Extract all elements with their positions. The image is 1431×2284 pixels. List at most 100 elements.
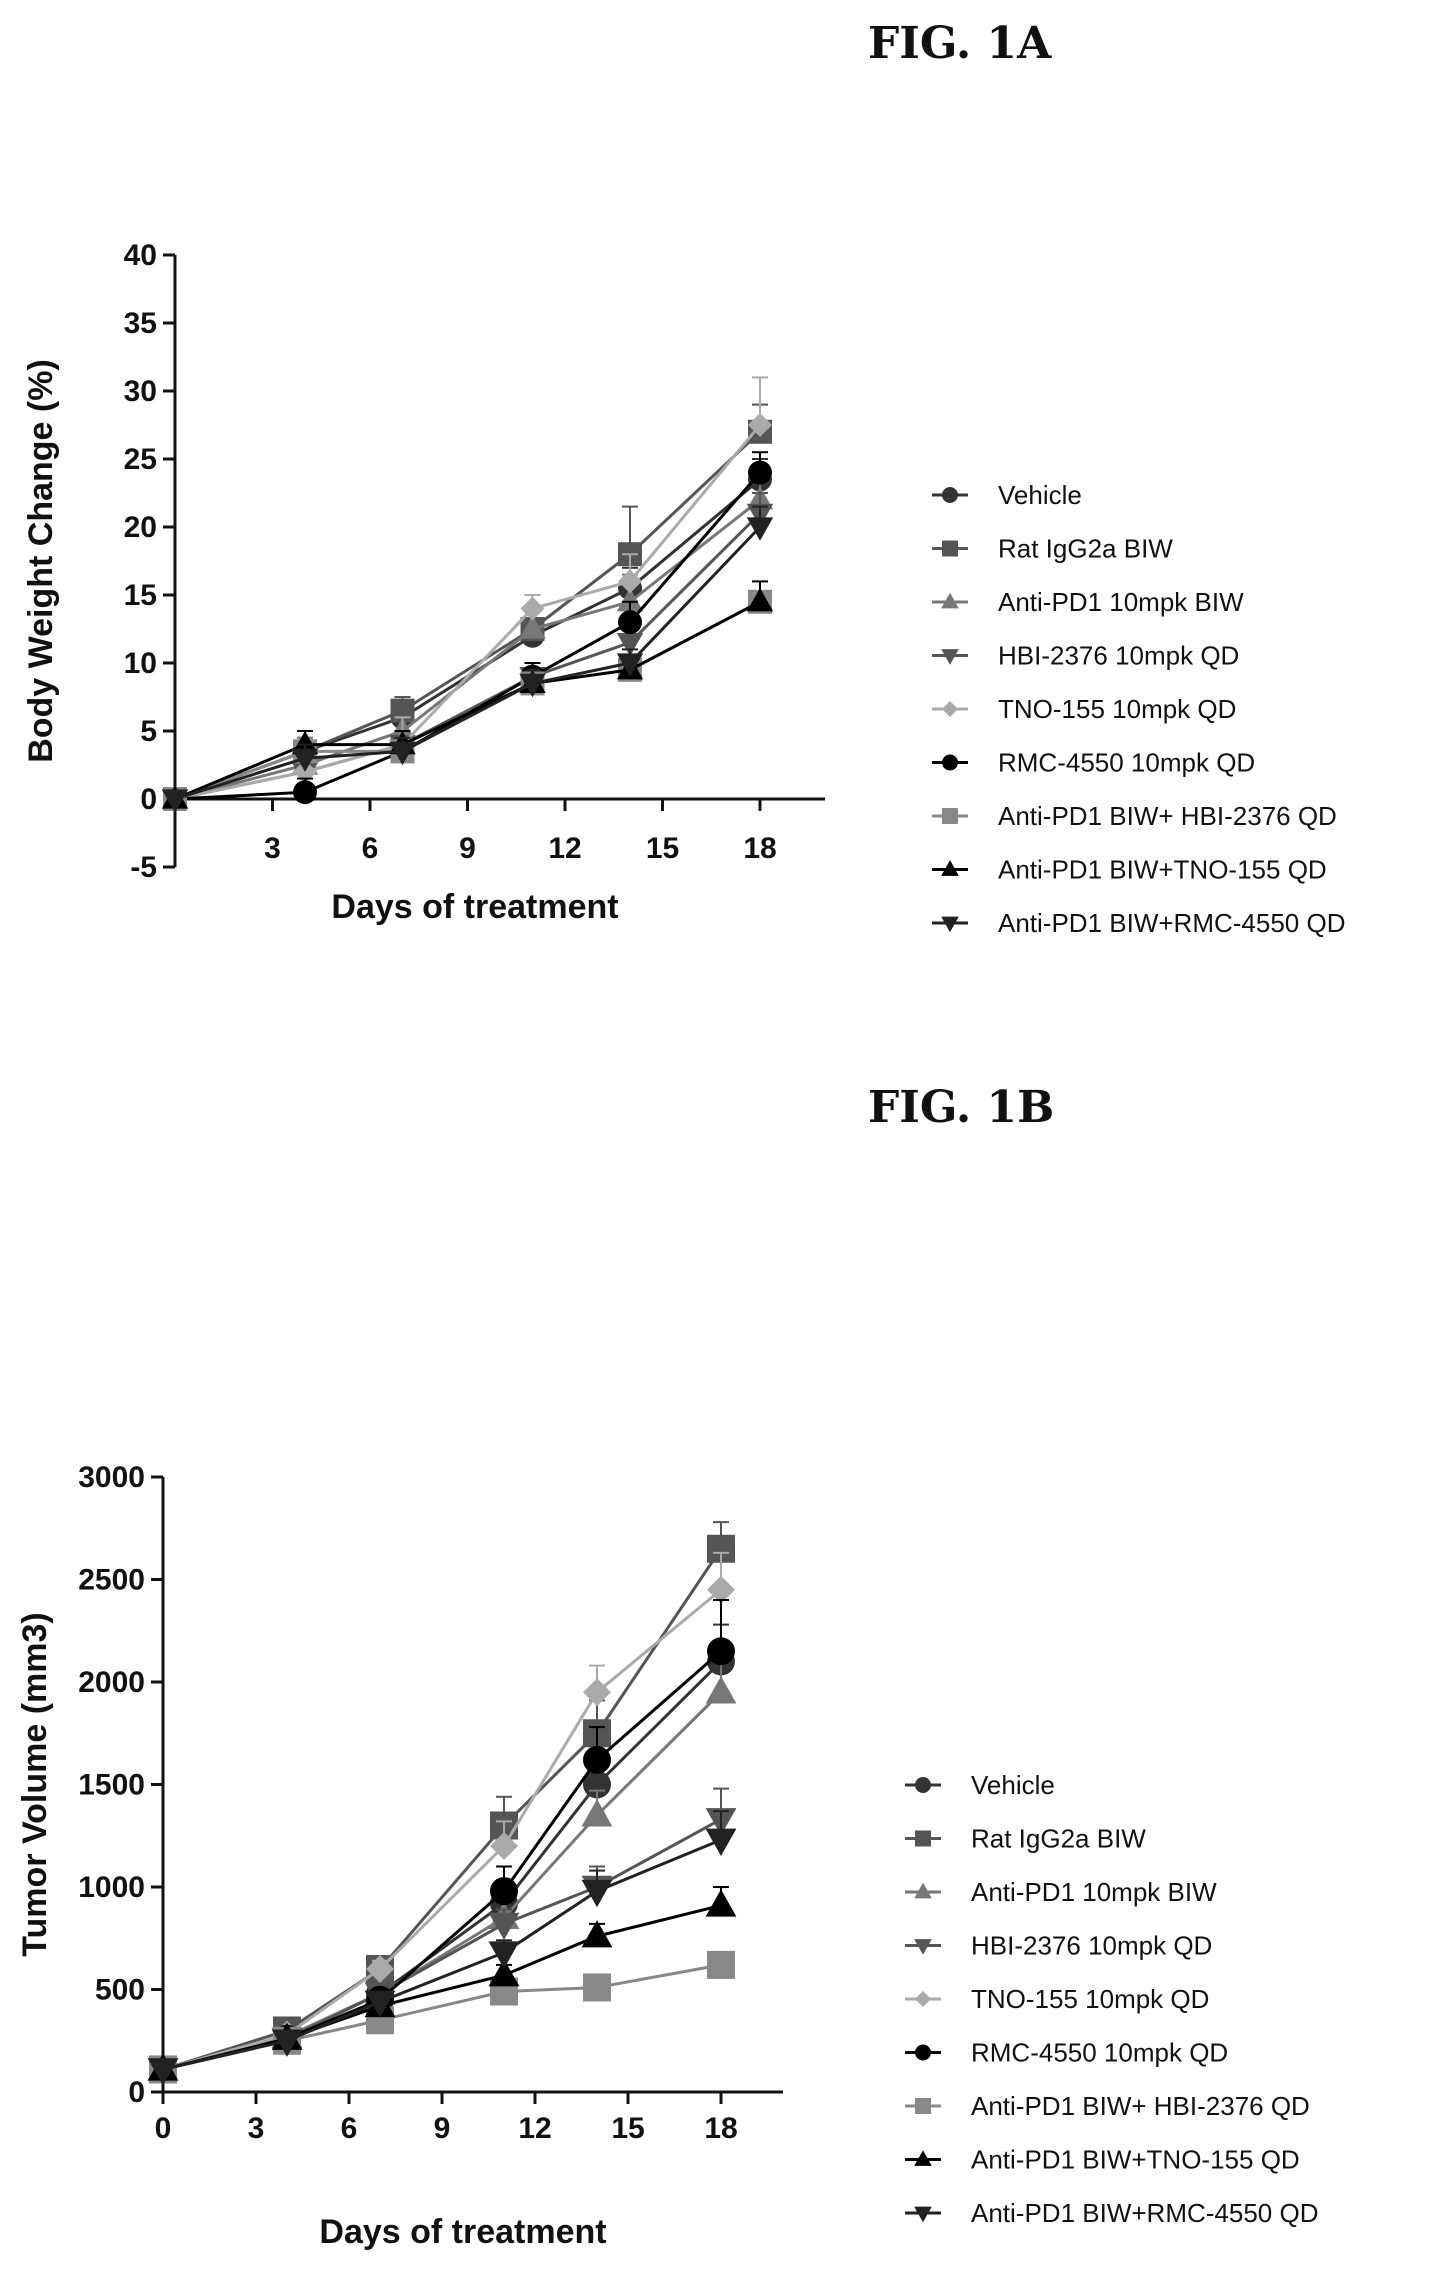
data-point xyxy=(490,1832,518,1860)
legend-swatch-marker xyxy=(915,2044,931,2061)
legend-swatch-marker xyxy=(914,2206,932,2223)
series-5 xyxy=(149,1551,735,2084)
legend-entry-2: Rat IgG2a BIW xyxy=(932,534,1173,564)
series-1 xyxy=(163,458,772,811)
legend-label: Anti-PD1 BIW+ HBI-2376 QD xyxy=(998,801,1337,831)
x-tick-label: 9 xyxy=(434,2112,451,2145)
y-tick-label: 500 xyxy=(95,1974,145,2007)
data-point xyxy=(364,1990,396,2018)
legend-label: Anti-PD1 BIW+RMC-4550 QD xyxy=(998,908,1345,938)
legend-swatch-marker xyxy=(914,1939,932,1955)
y-tick-label: 10 xyxy=(124,647,157,680)
legend-swatch-marker xyxy=(914,1882,932,1899)
y-tick-label: 1000 xyxy=(78,1871,145,1904)
legend-label: Rat IgG2a BIW xyxy=(998,534,1173,564)
data-point xyxy=(271,2029,303,2057)
series-2 xyxy=(163,403,772,811)
y-tick-label: 5 xyxy=(140,715,157,748)
series-line xyxy=(174,424,762,801)
data-point xyxy=(583,1745,611,1774)
legend-label: RMC-4550 10mpk QD xyxy=(998,748,1255,778)
series-1 xyxy=(149,1623,735,2084)
legend-swatch-marker xyxy=(942,754,958,771)
legend-swatch-marker xyxy=(915,1777,931,1793)
y-tick-label: 15 xyxy=(124,579,157,612)
legend-label: RMC-4550 10mpk QD xyxy=(971,2038,1228,2068)
data-point xyxy=(291,730,319,755)
y-tick-label: 40 xyxy=(124,239,157,272)
legend-swatch-marker xyxy=(915,2098,931,2114)
legend-entry-5: TNO-155 10mpk QD xyxy=(932,694,1236,724)
data-point xyxy=(293,780,317,805)
series-9 xyxy=(161,505,774,813)
y-axis-label: Tumor Volume (mm3) xyxy=(16,1612,54,1956)
legend-label: Vehicle xyxy=(971,1770,1055,1800)
legend-label: TNO-155 10mpk QD xyxy=(998,694,1236,724)
legend-entry-4: HBI-2376 10mpk QD xyxy=(905,1931,1212,1961)
legend-label: HBI-2376 10mpk QD xyxy=(998,641,1239,671)
legend-entry-7: Anti-PD1 BIW+ HBI-2376 QD xyxy=(932,801,1337,831)
y-axis-label: Body Weight Change (%) xyxy=(22,359,60,763)
legend-label: HBI-2376 10mpk QD xyxy=(971,1931,1212,1961)
legend-swatch-marker xyxy=(941,649,959,665)
data-point xyxy=(488,1959,520,1987)
series-line xyxy=(174,600,761,801)
legend-label: Anti-PD1 BIW+ HBI-2376 QD xyxy=(971,2091,1310,2121)
legend-label: Anti-PD1 10mpk BIW xyxy=(998,587,1244,617)
legend-entry-7: Anti-PD1 BIW+ HBI-2376 QD xyxy=(905,2091,1310,2121)
data-point xyxy=(616,588,644,612)
series-line xyxy=(174,430,762,801)
y-tick-label: 0 xyxy=(128,2076,145,2109)
data-point xyxy=(616,653,644,677)
legend-label: Anti-PD1 BIW+TNO-155 QD xyxy=(971,2145,1300,2175)
series-line xyxy=(174,525,762,801)
legend-swatch-marker xyxy=(941,592,959,609)
series-line xyxy=(162,1588,722,2071)
data-point xyxy=(490,1877,518,1906)
x-tick-label: 15 xyxy=(611,2112,644,2145)
legend-entry-9: Anti-PD1 BIW+RMC-4550 QD xyxy=(905,2198,1318,2228)
legend-entry-1: Vehicle xyxy=(932,480,1082,510)
y-tick-label: 20 xyxy=(124,511,157,544)
legend-swatch-marker xyxy=(914,2150,932,2166)
y-tick-label: 2000 xyxy=(78,1666,145,1699)
y-tick-label: 2500 xyxy=(78,1564,145,1597)
y-tick-label: 25 xyxy=(124,443,157,476)
x-tick-label: 3 xyxy=(264,832,281,865)
legend-entry-1: Vehicle xyxy=(905,1770,1055,1800)
data-point xyxy=(581,1920,613,1948)
legend-entry-3: Anti-PD1 10mpk BIW xyxy=(905,1877,1217,1907)
data-point xyxy=(746,517,774,541)
series-line xyxy=(174,471,762,801)
x-axis-label: Days of treatment xyxy=(319,2213,606,2251)
legend-entry-9: Anti-PD1 BIW+RMC-4550 QD xyxy=(932,908,1345,938)
x-tick-label: 0 xyxy=(155,2112,172,2145)
y-tick-label: 30 xyxy=(124,375,157,408)
y-tick-label: 0 xyxy=(140,783,157,816)
legend-swatch-marker xyxy=(942,701,958,717)
series-7 xyxy=(149,1950,735,2084)
legend-entry-6: RMC-4550 10mpk QD xyxy=(932,748,1255,778)
data-point xyxy=(291,748,319,772)
data-point xyxy=(616,633,644,657)
legend-swatch-marker xyxy=(941,860,959,876)
chart-body-weight: -5 0 5 10 15 20 25 30 35 40 3 6 9 12 15 18 Days of treat… xyxy=(22,239,1345,938)
legend-entry-2: Rat IgG2a BIW xyxy=(905,1824,1146,1854)
data-point xyxy=(519,615,546,639)
legend-label: Anti-PD1 BIW+TNO-155 QD xyxy=(998,855,1327,885)
data-point xyxy=(583,1678,611,1707)
x-tick-label: 15 xyxy=(646,832,679,865)
data-point xyxy=(748,413,772,437)
data-point xyxy=(389,741,416,766)
series-line xyxy=(162,1903,722,2071)
legend-swatch-marker xyxy=(915,1991,931,2007)
legend-label: Anti-PD1 BIW+RMC-4550 QD xyxy=(971,2198,1318,2228)
data-point xyxy=(161,789,189,813)
data-point xyxy=(705,1828,737,1856)
y-tick-label: -5 xyxy=(130,851,157,884)
legend-swatch-marker xyxy=(915,1830,931,1847)
legend-entry-4: HBI-2376 10mpk QD xyxy=(932,641,1239,671)
data-point xyxy=(707,1637,735,1666)
series-9 xyxy=(147,1810,737,2086)
data-point xyxy=(707,1575,735,1604)
